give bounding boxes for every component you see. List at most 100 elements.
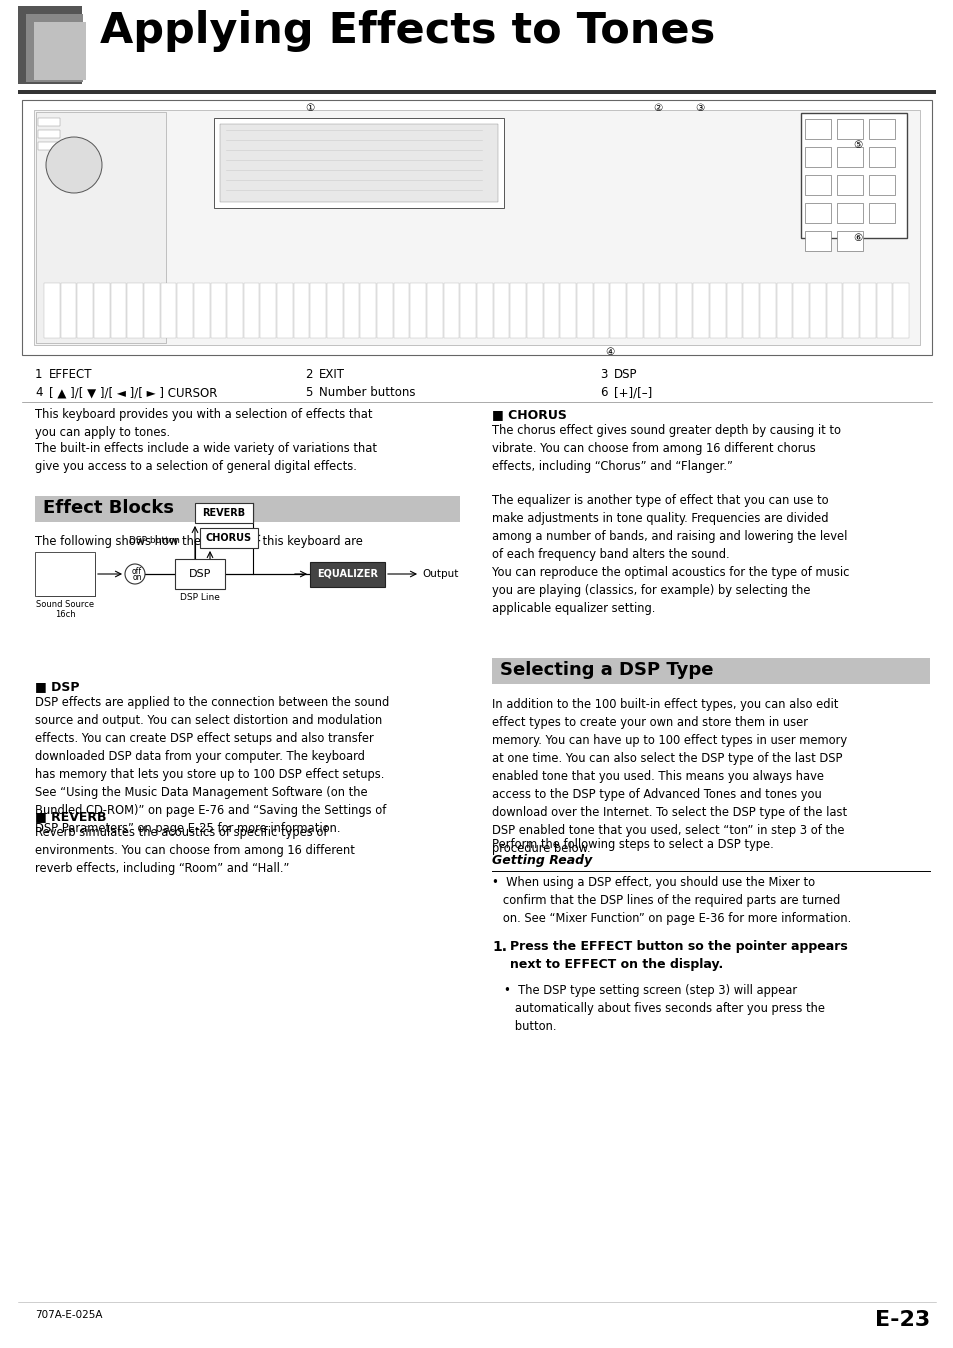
Bar	[376, 283, 393, 338]
Bar	[860, 283, 875, 338]
Text: 4: 4	[35, 386, 43, 399]
Bar	[34, 111, 919, 345]
Text: ⑥: ⑥	[853, 233, 862, 243]
Text: ■ CHORUS: ■ CHORUS	[492, 408, 566, 421]
Bar	[836, 175, 862, 195]
Bar	[200, 528, 257, 549]
Text: ④: ④	[605, 346, 614, 357]
Text: REVERB: REVERB	[202, 508, 245, 518]
Bar	[443, 283, 458, 338]
Text: [ ▲ ]/[ ▼ ]/[ ◄ ]/[ ► ] CURSOR: [ ▲ ]/[ ▼ ]/[ ◄ ]/[ ► ] CURSOR	[49, 386, 217, 399]
Bar	[526, 283, 542, 338]
Text: Perform the following steps to select a DSP type.: Perform the following steps to select a …	[492, 838, 773, 851]
Bar	[22, 100, 931, 355]
Bar	[804, 175, 830, 195]
Text: DSP Line: DSP Line	[180, 593, 220, 603]
Bar	[38, 142, 60, 150]
Bar	[726, 283, 741, 338]
Text: The built-in effects include a wide variety of variations that
give you access t: The built-in effects include a wide vari…	[35, 442, 376, 473]
Bar	[804, 204, 830, 222]
Bar	[559, 283, 576, 338]
Bar	[36, 112, 166, 342]
Text: 1.: 1.	[492, 940, 506, 954]
Bar	[77, 283, 92, 338]
Text: Applying Effects to Tones: Applying Effects to Tones	[100, 9, 715, 53]
Bar	[44, 283, 60, 338]
Bar	[427, 283, 442, 338]
Bar	[868, 147, 894, 167]
Bar	[460, 283, 476, 338]
Bar	[394, 283, 409, 338]
Text: Effect Blocks: Effect Blocks	[43, 499, 173, 518]
Bar	[127, 283, 143, 338]
Text: Sound Source: Sound Source	[36, 600, 94, 609]
Bar	[294, 283, 309, 338]
Text: 707A-E-025A: 707A-E-025A	[35, 1310, 102, 1320]
Text: The chorus effect gives sound greater depth by causing it to
vibrate. You can ch: The chorus effect gives sound greater de…	[492, 425, 841, 473]
Bar	[836, 204, 862, 222]
Text: DSP button: DSP button	[129, 537, 180, 545]
Bar	[193, 283, 210, 338]
Bar	[111, 283, 126, 338]
Text: [+]/[–]: [+]/[–]	[614, 386, 652, 399]
Bar	[826, 283, 841, 338]
Bar	[41, 558, 95, 596]
Bar	[34, 22, 86, 80]
Bar	[35, 496, 459, 522]
Bar	[868, 204, 894, 222]
Text: Getting Ready: Getting Ready	[492, 855, 592, 867]
Text: EQUALIZER: EQUALIZER	[316, 569, 377, 580]
Bar	[776, 283, 792, 338]
Bar	[213, 119, 503, 208]
Circle shape	[125, 563, 145, 584]
Bar	[876, 283, 891, 338]
Text: 6: 6	[599, 386, 607, 399]
Bar	[360, 283, 375, 338]
Text: The equalizer is another type of effect that you can use to
make adjustments in : The equalizer is another type of effect …	[492, 493, 848, 615]
Bar	[35, 551, 95, 596]
Bar	[220, 124, 497, 202]
Bar	[836, 119, 862, 139]
Text: DSP: DSP	[614, 368, 637, 381]
Text: Number buttons: Number buttons	[318, 386, 416, 399]
Text: E-23: E-23	[874, 1310, 929, 1330]
Bar	[61, 283, 76, 338]
Text: Reverb simulates the acoustics of specific types of
environments. You can choose: Reverb simulates the acoustics of specif…	[35, 826, 355, 875]
Bar	[804, 119, 830, 139]
Bar	[211, 283, 226, 338]
Text: CHORUS: CHORUS	[206, 532, 252, 543]
Bar	[836, 147, 862, 167]
Text: ■ DSP: ■ DSP	[35, 679, 79, 693]
Bar	[260, 283, 275, 338]
Bar	[194, 503, 253, 523]
Bar	[868, 119, 894, 139]
Text: EFFECT: EFFECT	[49, 368, 92, 381]
Bar	[93, 283, 110, 338]
Bar	[842, 283, 858, 338]
Text: Selecting a DSP Type: Selecting a DSP Type	[499, 661, 713, 679]
Bar	[26, 13, 83, 82]
Text: 5: 5	[305, 386, 312, 399]
Bar	[804, 231, 830, 251]
Bar	[18, 5, 82, 84]
Bar	[327, 283, 342, 338]
Text: ⑤: ⑤	[853, 140, 862, 150]
Text: •  The DSP type setting screen (step 3) will appear
   automatically about fives: • The DSP type setting screen (step 3) w…	[503, 984, 824, 1033]
Text: DSP: DSP	[189, 569, 211, 580]
Bar	[493, 283, 509, 338]
Bar	[793, 283, 808, 338]
Bar	[809, 283, 825, 338]
Text: In addition to the 100 built-in effect types, you can also edit
effect types to : In addition to the 100 built-in effect t…	[492, 698, 846, 855]
Text: 2: 2	[305, 368, 313, 381]
Text: Press the EFFECT button so the pointer appears
next to EFFECT on the display.: Press the EFFECT button so the pointer a…	[510, 940, 847, 971]
Bar	[676, 283, 692, 338]
Bar	[577, 283, 592, 338]
Bar	[709, 283, 725, 338]
Bar	[760, 283, 775, 338]
Bar	[38, 119, 60, 125]
Bar	[801, 113, 906, 239]
Bar	[892, 283, 908, 338]
Bar	[868, 175, 894, 195]
Text: Output: Output	[421, 569, 457, 580]
Text: ②: ②	[653, 102, 662, 113]
